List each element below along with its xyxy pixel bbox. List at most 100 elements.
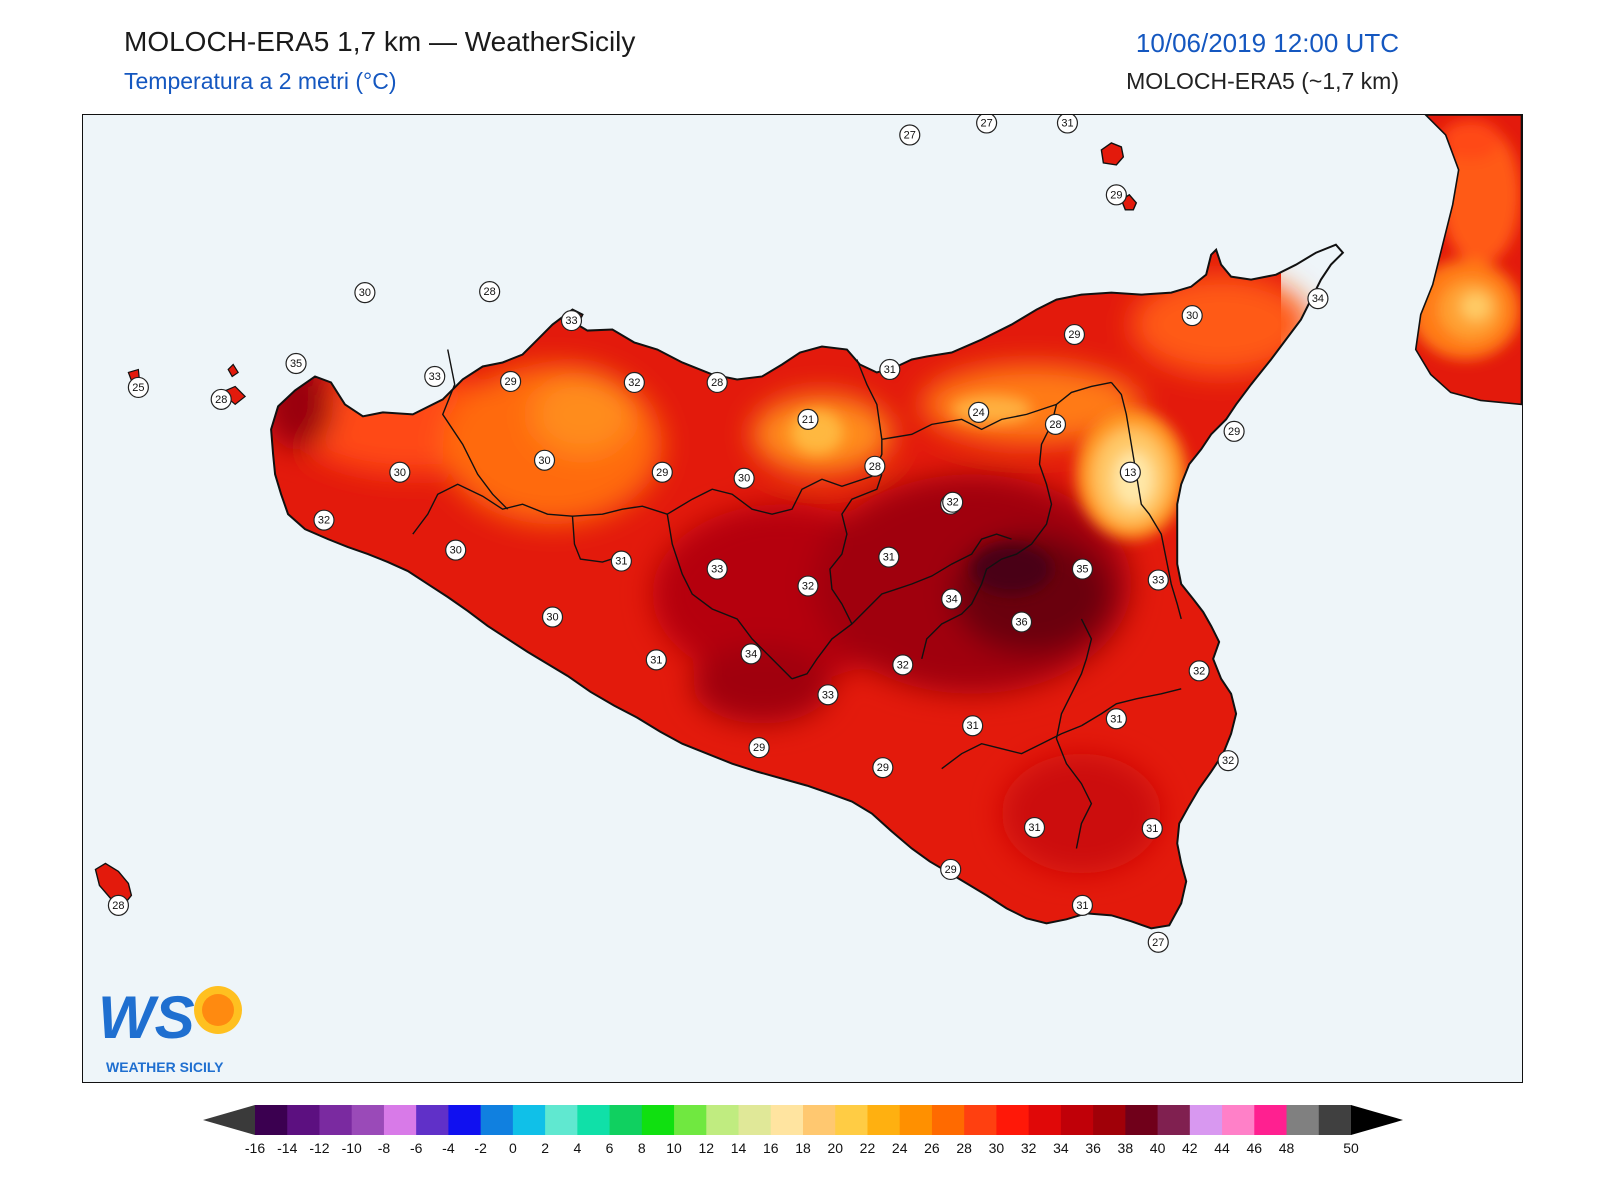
station-value: 29	[656, 467, 668, 479]
colorbar-tick-label: 38	[1117, 1140, 1134, 1156]
station-label: 28	[210, 388, 232, 410]
station-marker	[872, 757, 894, 779]
station-value: 32	[897, 659, 909, 671]
station-label: 29	[940, 858, 962, 881]
station-value: 32	[802, 581, 814, 593]
colorbar-tick-label: 34	[1053, 1140, 1069, 1156]
station-marker	[797, 575, 819, 597]
station-marker	[354, 282, 376, 304]
station-label: 31	[1105, 708, 1127, 730]
colorbar-cell	[1286, 1105, 1320, 1135]
station-label: 35	[1071, 558, 1093, 580]
station-marker	[541, 606, 564, 628]
station-marker	[879, 358, 901, 381]
colorbar-cell	[1157, 1105, 1191, 1135]
colorbar-tick-label: 46	[1246, 1140, 1263, 1156]
station-label: 29	[872, 757, 894, 779]
station-value: 30	[546, 611, 558, 623]
station-label: 35	[285, 352, 307, 375]
station-value: 30	[738, 473, 750, 485]
station-label: 28	[107, 894, 129, 916]
colorbar-tick-label: -14	[277, 1140, 298, 1156]
colorbar-tick-label: 18	[795, 1140, 811, 1156]
lipari-island	[1100, 142, 1125, 166]
station-value: 35	[1076, 564, 1088, 576]
colorbar-cell	[1028, 1105, 1062, 1135]
weathersicily-logo: WS WEATHER SICILY	[98, 984, 242, 1075]
colorbar-tick-label: -4	[442, 1140, 455, 1156]
colorbar-tick-label: 30	[988, 1140, 1005, 1156]
station-value: 28	[215, 394, 227, 406]
station-label: 30	[733, 467, 755, 489]
temperature-map[interactable]: 27 27 31 29 30 28 33 35 25 28 33 29 32 28 31 29 30 34 21 24…	[83, 115, 1522, 1082]
station-marker	[941, 588, 963, 610]
colorbar-max-arrow	[1351, 1105, 1403, 1135]
station-marker	[479, 281, 501, 303]
colorbar-tick-label: -2	[474, 1140, 487, 1156]
colorbar-cell	[448, 1105, 482, 1135]
map-frame[interactable]: 27 27 31 29 30 28 33 35 25 28 33 29 32 28 31 29 30 34 21 24…	[82, 114, 1523, 1083]
station-label: 30	[354, 282, 376, 304]
colorbar-tick-label: 40	[1149, 1140, 1166, 1156]
station-marker	[892, 654, 914, 676]
station-value: 24	[973, 407, 985, 419]
station-label: 29	[1063, 323, 1086, 346]
station-label: 31	[962, 715, 984, 737]
colorbar-cell	[1222, 1105, 1255, 1135]
colorbar-cell	[383, 1105, 417, 1135]
logo-letters: WS	[98, 984, 195, 1051]
station-marker	[1071, 558, 1093, 580]
colorbar-tick-label: 24	[891, 1140, 908, 1156]
colorbar-cell	[674, 1105, 707, 1135]
colorbar-tick-label: 48	[1278, 1140, 1295, 1156]
colorbar-tick-label: -8	[377, 1140, 391, 1156]
station-value: 30	[394, 467, 406, 479]
station-marker	[962, 715, 984, 737]
station-label: 13	[1119, 461, 1141, 483]
colorbar-tick-label: 32	[1020, 1140, 1037, 1156]
station-label: 32	[313, 509, 335, 531]
station-value: 29	[877, 762, 889, 774]
station-value: 30	[359, 287, 371, 299]
station-value: 33	[1152, 575, 1164, 587]
station-label: 31	[879, 358, 901, 381]
station-label: 30	[541, 606, 564, 628]
colorbar-tick-label: 16	[762, 1140, 779, 1156]
station-label: 27	[976, 115, 998, 134]
colorbar-cell	[1125, 1105, 1159, 1135]
station-marker	[1023, 816, 1046, 839]
station-label: 30	[533, 449, 556, 471]
station-label: 30	[1181, 305, 1203, 327]
colorbar-tick-label: 36	[1085, 1140, 1101, 1156]
station-value: 29	[1228, 426, 1240, 438]
station-marker	[968, 401, 990, 423]
station-marker	[285, 352, 307, 375]
station-label: 29	[748, 737, 770, 759]
station-label: 31	[610, 550, 632, 572]
colorbar-tick-label: 14	[730, 1140, 747, 1156]
colorbar-tick-label: -12	[309, 1140, 330, 1156]
colorbar-cell	[416, 1105, 449, 1135]
station-label: 31	[1071, 894, 1093, 916]
colorbar-cell	[770, 1105, 804, 1135]
station-label: 32	[1217, 750, 1239, 772]
station-marker	[1141, 817, 1163, 840]
province-borders	[412, 349, 1182, 849]
station-marker	[1307, 288, 1329, 310]
station-value: 32	[947, 497, 959, 509]
station-value: 28	[484, 286, 496, 298]
station-value: 30	[1186, 310, 1198, 322]
colorbar-tick-label: 12	[698, 1140, 715, 1156]
station-marker	[899, 124, 921, 146]
station-label: 29	[651, 461, 673, 483]
station-marker	[1105, 708, 1127, 730]
colorbar-cell	[996, 1105, 1030, 1135]
station-value: 31	[1146, 823, 1158, 835]
station-label: 31	[878, 546, 900, 568]
station-value: 34	[1312, 293, 1324, 305]
station-marker	[1223, 420, 1245, 442]
station-label: 34	[941, 588, 963, 610]
station-value: 32	[1222, 755, 1234, 767]
model-label: MOLOCH-ERA5 (~1,7 km)	[1126, 68, 1399, 94]
colorbar-cell	[835, 1105, 868, 1135]
